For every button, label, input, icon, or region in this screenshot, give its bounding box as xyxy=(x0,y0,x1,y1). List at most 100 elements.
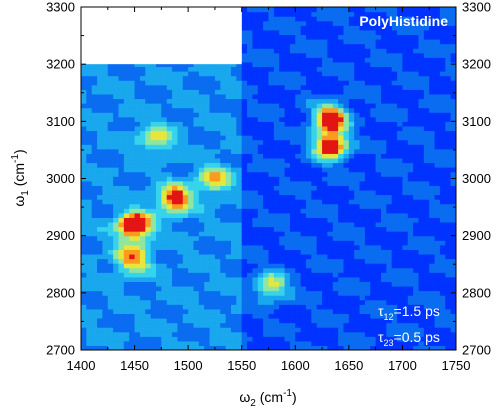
heatmap-cell xyxy=(129,290,136,296)
heatmap-cell xyxy=(402,80,409,86)
heatmap-cell xyxy=(225,93,232,100)
heatmap-cell xyxy=(182,290,189,296)
heatmap-cell xyxy=(236,327,243,333)
heatmap-cell xyxy=(316,231,323,237)
heatmap-cell xyxy=(139,112,146,118)
heatmap-cell xyxy=(343,139,350,145)
heatmap-cell xyxy=(402,249,409,255)
heatmap-cell xyxy=(198,139,205,145)
heatmap-cell xyxy=(129,322,136,328)
heatmap-cell xyxy=(434,125,441,132)
heatmap-cell xyxy=(343,112,350,118)
heatmap-cell xyxy=(397,139,404,145)
heatmap-cell xyxy=(306,121,312,127)
heatmap-cell xyxy=(214,89,221,95)
heatmap-cell xyxy=(316,61,323,68)
heatmap-cell xyxy=(332,66,339,72)
heatmap-cell xyxy=(295,34,302,40)
heatmap-cell xyxy=(231,199,237,205)
heatmap-cell xyxy=(445,272,452,278)
heatmap-cell xyxy=(375,34,382,40)
heatmap-cell xyxy=(450,103,456,109)
heatmap-cell xyxy=(241,157,248,164)
heatmap-cell xyxy=(81,167,87,173)
heatmap-cell xyxy=(311,221,318,228)
heatmap-cell xyxy=(364,144,371,150)
heatmap-cell xyxy=(322,98,329,104)
heatmap-cell xyxy=(327,144,334,150)
heatmap-cell xyxy=(123,221,130,228)
heatmap-cell xyxy=(145,212,152,218)
heatmap-cell xyxy=(166,167,173,173)
heatmap-cell xyxy=(359,89,366,95)
x-axis-sub: 2 xyxy=(250,398,256,409)
heatmap-cell xyxy=(247,308,254,315)
heatmap-cell xyxy=(359,84,366,90)
heatmap-cell xyxy=(348,71,355,77)
heatmap-cell xyxy=(391,139,398,145)
heatmap-cell xyxy=(300,263,307,269)
heatmap-cell xyxy=(289,103,296,109)
heatmap-cell xyxy=(81,162,87,168)
heatmap-cell xyxy=(434,203,441,209)
heatmap-cell xyxy=(407,162,414,168)
heatmap-cell xyxy=(338,272,345,278)
heatmap-cell xyxy=(273,75,280,81)
heatmap-cell xyxy=(343,249,350,255)
heatmap-cell xyxy=(289,226,296,232)
heatmap-cell xyxy=(391,52,398,58)
heatmap-cell xyxy=(214,317,221,324)
heatmap-cell xyxy=(81,313,87,319)
heatmap-cell xyxy=(338,267,345,273)
heatmap-cell xyxy=(370,185,377,191)
heatmap-cell xyxy=(402,345,409,350)
heatmap-cell xyxy=(241,93,248,100)
heatmap-cell xyxy=(268,130,275,136)
heatmap-cell xyxy=(81,107,87,113)
heatmap-cell xyxy=(113,299,120,305)
heatmap-cell xyxy=(188,212,195,218)
heatmap-cell xyxy=(220,199,227,205)
heatmap-cell xyxy=(139,84,146,90)
heatmap-cell xyxy=(81,276,87,282)
heatmap-cell xyxy=(295,135,302,141)
heatmap-cell xyxy=(279,48,286,54)
heatmap-cell xyxy=(450,66,456,72)
heatmap-cell xyxy=(332,231,339,237)
heatmap-cell xyxy=(359,272,366,278)
heatmap-cell xyxy=(397,167,404,173)
heatmap-cell xyxy=(364,295,371,301)
heatmap-cell xyxy=(188,139,195,145)
heatmap-cell xyxy=(423,231,430,237)
heatmap-cell xyxy=(359,148,366,154)
heatmap-cell xyxy=(397,267,404,273)
heatmap-cell xyxy=(327,34,334,40)
heatmap-cell xyxy=(381,226,387,232)
heatmap-cell xyxy=(402,235,409,241)
heatmap-cell xyxy=(273,167,280,173)
heatmap-cell xyxy=(338,231,345,237)
heatmap-cell xyxy=(166,253,173,260)
heatmap-cell xyxy=(413,66,420,72)
heatmap-cell xyxy=(86,226,93,232)
heatmap-cell xyxy=(156,258,162,264)
heatmap-cell xyxy=(177,84,184,90)
heatmap-cell xyxy=(198,130,205,136)
heatmap-cell xyxy=(182,194,189,200)
heatmap-cell xyxy=(413,7,420,13)
heatmap-cell xyxy=(348,43,355,49)
heatmap-cell xyxy=(145,185,152,191)
heatmap-cell xyxy=(247,16,254,22)
heatmap-cell xyxy=(134,253,141,260)
heatmap-cell xyxy=(263,345,270,350)
heatmap-cell xyxy=(134,98,141,104)
heatmap-cell xyxy=(332,29,339,36)
heatmap-cell xyxy=(343,75,350,81)
heatmap-cell xyxy=(118,308,125,315)
heatmap-cell xyxy=(247,7,254,13)
heatmap-cell xyxy=(188,226,195,232)
heatmap-cell xyxy=(81,180,87,186)
heatmap-cell xyxy=(182,116,189,122)
heatmap-cell xyxy=(386,103,393,109)
heatmap-cell xyxy=(134,263,141,269)
